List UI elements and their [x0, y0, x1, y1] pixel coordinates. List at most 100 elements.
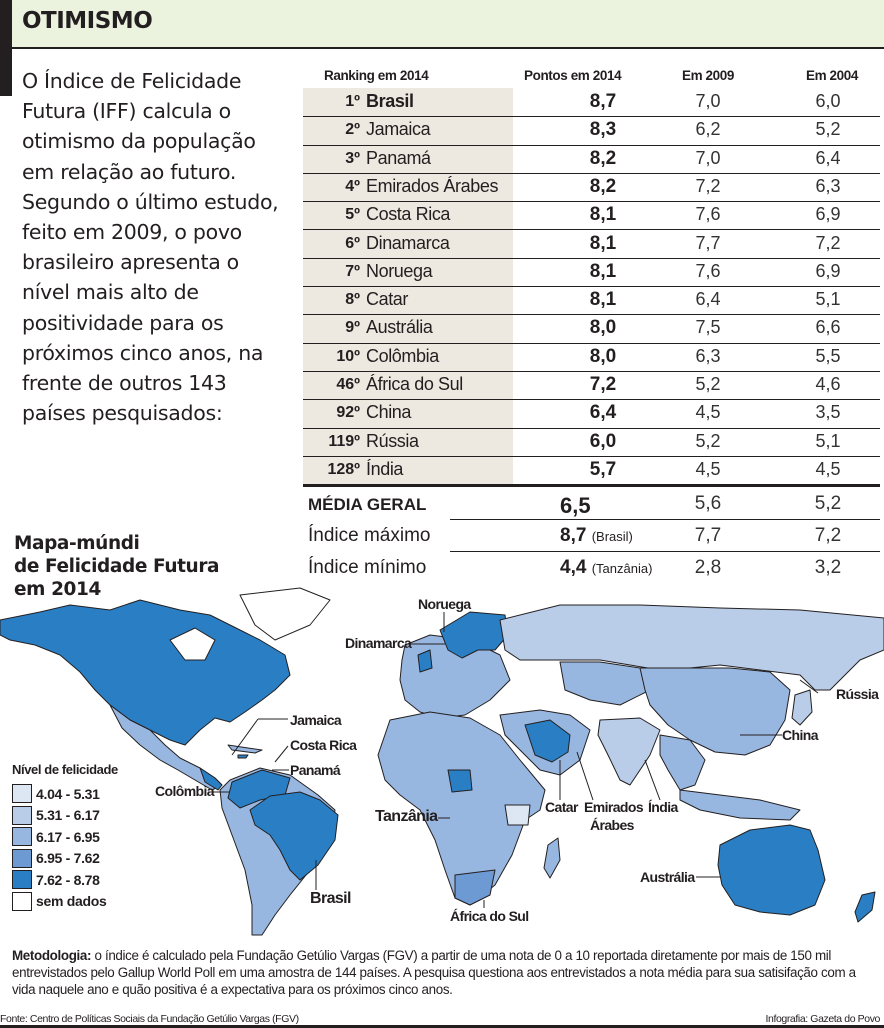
country-cell: Brasil [366, 91, 414, 111]
legend-item: sem dados [12, 891, 118, 913]
score-2004-cell: 4,6 [815, 374, 841, 394]
rank-cell: 119º [328, 432, 360, 450]
legend-swatch [12, 848, 32, 868]
country-cell: Dinamarca [366, 232, 450, 253]
legend-label: 5.31 - 6.17 [36, 807, 100, 824]
rank-cell: 7º [345, 262, 360, 280]
map-label-jamaica: Jamaica [290, 712, 342, 728]
accent-bar [0, 0, 12, 96]
map-label-noruega: Noruega [418, 596, 471, 612]
summary-row: MÉDIA GERAL 6,5 5,6 5,2 [308, 489, 880, 520]
world-map [0, 587, 884, 936]
rank-cell: 10º [336, 347, 360, 365]
country-cell: Jamaica [366, 119, 431, 140]
country-cell: Rússia [366, 430, 419, 451]
rank-cell: 1º [345, 93, 360, 110]
summary-2014: 4,4 (Tanzânia) [560, 557, 653, 578]
score-2014-cell: 8,0 [589, 345, 617, 367]
summary-2009: 2,8 [694, 557, 722, 578]
score-2004-cell: 5,1 [815, 289, 841, 310]
summary-row: Índice máximo 8,7 (Brasil) 7,7 7,2 [308, 521, 880, 552]
score-2004-cell: 6,0 [815, 91, 841, 111]
country-cell: Austrália [366, 317, 433, 338]
summary-2009: 7,7 [694, 525, 722, 546]
score-2009-cell: 5,2 [695, 374, 721, 394]
score-2014-cell: 8,1 [589, 232, 617, 254]
score-2009-cell: 5,2 [695, 430, 721, 451]
score-2004-cell: 5,1 [815, 430, 841, 451]
map-title-line: de Felicidade Futura [14, 556, 220, 577]
rank-cell: 128º [327, 460, 360, 478]
summary-label: MÉDIA GERAL [308, 495, 427, 514]
legend-label: sem dados [36, 893, 107, 910]
legend-swatch [12, 805, 32, 825]
col-header-ranking: Ranking em 2014 [324, 68, 429, 83]
score-2009-cell: 7,0 [695, 91, 721, 111]
table-row: 2º Jamaica 8,3 6,2 5,2 [303, 116, 880, 146]
col-header-2009: Em 2009 [682, 68, 734, 83]
score-2004-cell: 6,9 [815, 204, 841, 225]
rank-cell: 8º [345, 291, 360, 309]
score-2009-cell: 6,3 [695, 345, 721, 366]
legend-swatch [12, 870, 32, 890]
methodology-label: Metodologia: [12, 948, 92, 963]
score-2014-cell: 8,3 [589, 119, 617, 141]
map-label-arabes: Árabes [590, 817, 634, 833]
score-2004-cell: 7,2 [815, 232, 841, 253]
map-label-australia: Austrália [640, 869, 695, 885]
rank-cell: 6º [345, 234, 360, 252]
country-cell: Índia [366, 458, 404, 479]
rank-cell: 46º [336, 376, 360, 393]
summary-2014: 8,7 (Brasil) [560, 525, 633, 546]
table-divider [303, 484, 880, 487]
map-title-line: Mapa-múndi [14, 533, 140, 554]
methodology-text: Metodologia: o índice é calculado pela F… [12, 948, 878, 998]
table-row: 9º Austrália 8,0 7,5 6,6 [303, 314, 880, 344]
score-2009-cell: 6,4 [695, 289, 721, 310]
table-row: 46º África do Sul 7,2 5,2 4,6 [303, 371, 880, 401]
legend-label: 6.95 - 7.62 [36, 850, 100, 867]
map-label-costa-rica: Costa Rica [290, 737, 357, 753]
score-2014-cell: 8,7 [589, 91, 617, 112]
col-header-2014: Pontos em 2014 [524, 68, 622, 83]
header-band [12, 0, 884, 49]
rank-cell: 4º [345, 177, 360, 195]
map-label-catar: Catar [545, 799, 578, 815]
methodology-body: o índice é calculado pela Fundação Getúl… [12, 948, 856, 997]
table-row: 7º Noruega 8,1 7,6 6,9 [303, 258, 880, 288]
rank-cell: 3º [345, 149, 360, 167]
table-row: 6º Dinamarca 8,1 7,7 7,2 [303, 230, 880, 259]
score-2004-cell: 6,4 [815, 147, 841, 168]
rank-cell: 2º [345, 121, 360, 139]
score-2004-cell: 6,9 [815, 260, 841, 281]
legend-swatch [12, 784, 32, 804]
table-row: 3º Panamá 8,2 7,0 6,4 [303, 145, 880, 174]
country-cell: Colômbia [366, 345, 439, 366]
score-2014-cell: 6,4 [589, 402, 617, 424]
country-cell: Panamá [366, 147, 431, 168]
country-cell: Emirados Árabes [366, 175, 499, 196]
legend-item: 7.62 - 8.78 [12, 869, 118, 891]
legend-swatch [12, 891, 32, 911]
table-row: 10º Colômbia 8,0 6,3 5,5 [303, 343, 880, 372]
map-label-panama: Panamá [290, 762, 341, 778]
col-header-2004: Em 2004 [806, 68, 858, 83]
table-row: 119º Rússia 6,0 5,2 5,1 [303, 428, 880, 457]
north-america [0, 599, 291, 746]
rank-cell: 5º [345, 206, 360, 224]
map-label-china: China [782, 727, 818, 743]
legend-label: 6.17 - 6.95 [36, 828, 100, 845]
score-2009-cell: 7,5 [695, 317, 721, 338]
rank-cell: 9º [345, 319, 360, 337]
map-label-tanzania: Tanzânia [375, 808, 438, 825]
table-row: 5º Costa Rica 8,1 7,6 6,9 [303, 201, 880, 231]
score-2014-cell: 5,7 [589, 458, 617, 480]
summary-2014: 6,5 [560, 493, 591, 518]
map-title-line: em 2014 [14, 579, 101, 600]
table-row: 92º China 6,4 4,5 3,5 [303, 399, 880, 429]
country-cell: África do Sul [366, 374, 463, 394]
score-2009-cell: 7,2 [695, 175, 721, 196]
legend-label: 4.04 - 5.31 [36, 785, 100, 802]
score-2004-cell: 6,6 [815, 317, 841, 338]
map-title: Mapa-múndi de Felicidade Futura em 2014 [14, 532, 220, 601]
